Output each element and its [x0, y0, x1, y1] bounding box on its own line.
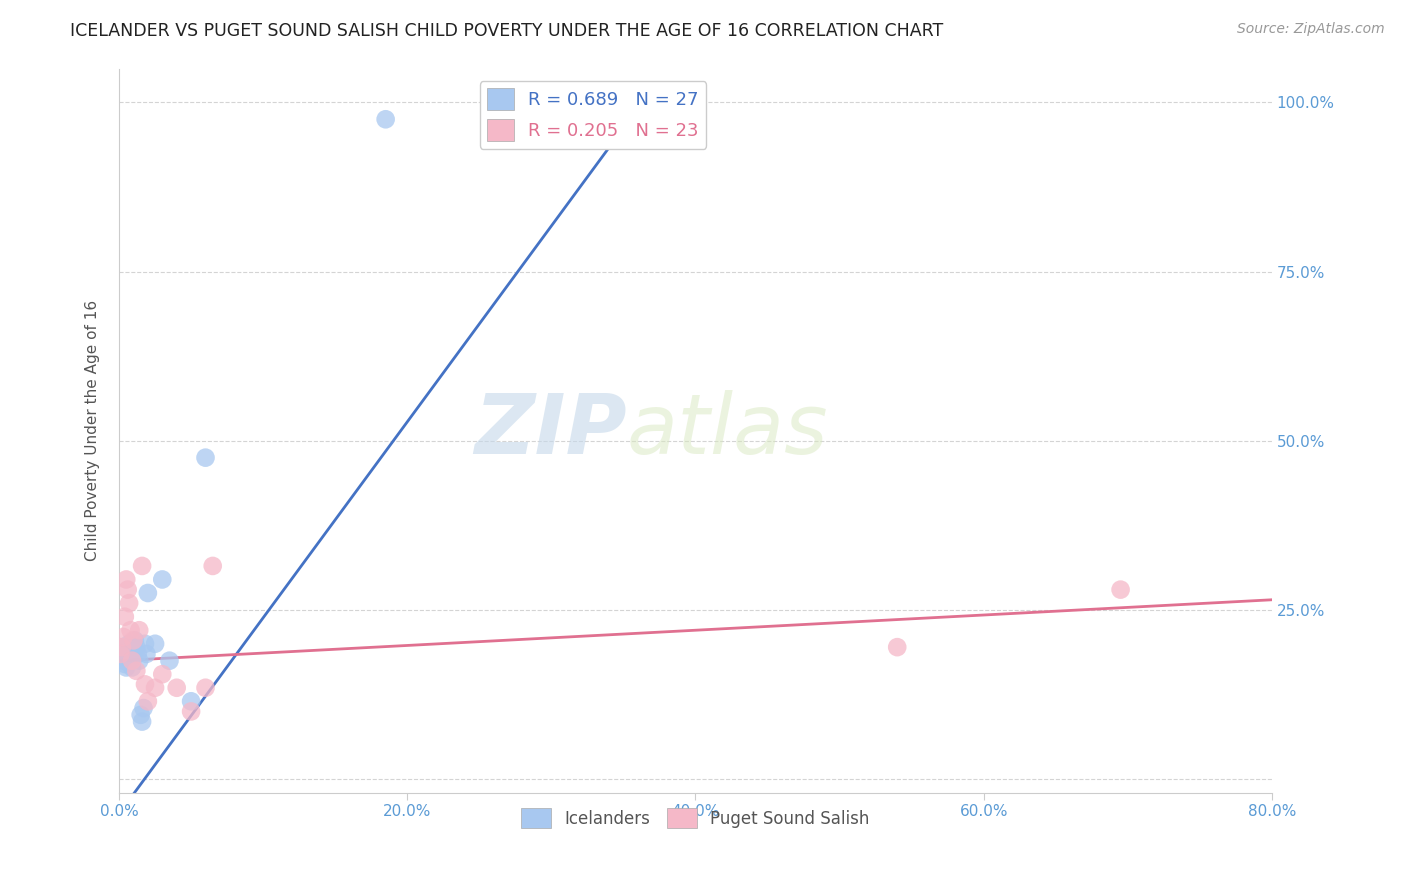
Legend: Icelanders, Puget Sound Salish: Icelanders, Puget Sound Salish [515, 801, 876, 835]
Text: atlas: atlas [626, 390, 828, 471]
Point [374, 112, 396, 127]
Point [129, 707, 152, 722]
Text: ICELANDER VS PUGET SOUND SALISH CHILD POVERTY UNDER THE AGE OF 16 CORRELATION CH: ICELANDER VS PUGET SOUND SALISH CHILD PO… [70, 22, 943, 40]
Point [886, 640, 908, 655]
Point [111, 640, 134, 655]
Y-axis label: Child Poverty Under the Age of 16: Child Poverty Under the Age of 16 [86, 300, 100, 561]
Point [166, 681, 188, 695]
Point [124, 633, 146, 648]
Point [131, 714, 153, 729]
Point [115, 660, 138, 674]
Point [122, 633, 145, 648]
Point [136, 586, 159, 600]
Point [111, 647, 134, 661]
Point [118, 637, 141, 651]
Point [136, 694, 159, 708]
Point [143, 637, 166, 651]
Point [120, 654, 142, 668]
Point [122, 647, 145, 661]
Point [159, 654, 181, 668]
Point [194, 450, 217, 465]
Point [134, 677, 156, 691]
Point [180, 694, 202, 708]
Point [112, 654, 135, 668]
Point [114, 609, 136, 624]
Point [150, 667, 173, 681]
Point [131, 558, 153, 573]
Point [194, 681, 217, 695]
Point [143, 681, 166, 695]
Point [150, 573, 173, 587]
Text: Source: ZipAtlas.com: Source: ZipAtlas.com [1237, 22, 1385, 37]
Point [125, 664, 148, 678]
Point [115, 573, 138, 587]
Point [128, 624, 150, 638]
Point [117, 582, 139, 597]
Point [201, 558, 224, 573]
Point [112, 630, 135, 644]
Point [117, 647, 139, 661]
Point [110, 640, 132, 655]
Point [132, 701, 155, 715]
Point [121, 660, 143, 674]
Point [1109, 582, 1132, 597]
Point [118, 596, 141, 610]
Point [591, 112, 613, 127]
Point [114, 657, 136, 671]
Point [135, 647, 157, 661]
Point [125, 640, 148, 655]
Point [120, 624, 142, 638]
Point [127, 647, 149, 661]
Point [134, 637, 156, 651]
Point [110, 647, 132, 661]
Point [180, 705, 202, 719]
Text: ZIP: ZIP [474, 390, 626, 471]
Point [121, 654, 143, 668]
Point [128, 654, 150, 668]
